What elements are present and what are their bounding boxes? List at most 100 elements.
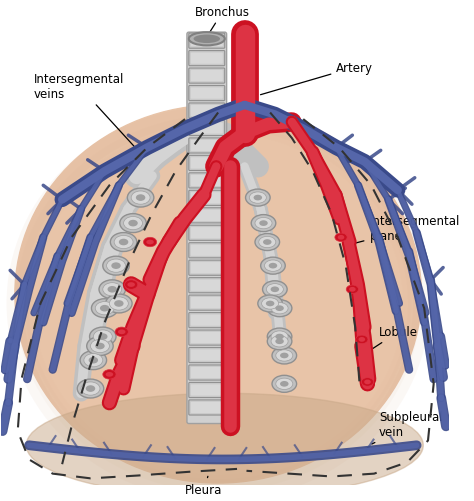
Ellipse shape — [108, 287, 117, 293]
Ellipse shape — [136, 195, 146, 201]
FancyBboxPatch shape — [191, 175, 223, 187]
FancyBboxPatch shape — [187, 33, 227, 424]
Ellipse shape — [259, 237, 276, 248]
FancyBboxPatch shape — [191, 227, 223, 239]
Ellipse shape — [275, 306, 284, 312]
Ellipse shape — [118, 330, 126, 335]
FancyBboxPatch shape — [191, 36, 223, 47]
Ellipse shape — [128, 189, 154, 207]
Ellipse shape — [99, 280, 126, 299]
FancyBboxPatch shape — [189, 139, 225, 154]
Ellipse shape — [266, 301, 274, 307]
FancyBboxPatch shape — [189, 173, 225, 188]
FancyBboxPatch shape — [191, 367, 223, 378]
Ellipse shape — [103, 283, 122, 296]
Ellipse shape — [335, 233, 347, 242]
Text: Lobule: Lobule — [372, 326, 418, 350]
Ellipse shape — [114, 301, 124, 307]
Ellipse shape — [280, 353, 289, 359]
Ellipse shape — [193, 36, 220, 44]
FancyBboxPatch shape — [191, 280, 223, 291]
Ellipse shape — [356, 336, 368, 344]
Ellipse shape — [254, 195, 262, 201]
FancyBboxPatch shape — [191, 106, 223, 117]
FancyBboxPatch shape — [189, 52, 225, 67]
Ellipse shape — [84, 354, 103, 367]
FancyBboxPatch shape — [189, 243, 225, 259]
FancyBboxPatch shape — [191, 88, 223, 100]
Ellipse shape — [146, 240, 154, 245]
Ellipse shape — [249, 192, 266, 204]
Text: Intersegmental
plane: Intersegmental plane — [344, 214, 460, 246]
FancyBboxPatch shape — [189, 104, 225, 119]
Ellipse shape — [103, 257, 129, 276]
Ellipse shape — [276, 378, 293, 390]
Ellipse shape — [263, 239, 272, 245]
Ellipse shape — [128, 283, 135, 288]
Ellipse shape — [115, 328, 128, 337]
Ellipse shape — [246, 190, 270, 207]
Ellipse shape — [131, 191, 150, 205]
Ellipse shape — [87, 337, 113, 356]
Ellipse shape — [77, 379, 104, 398]
Ellipse shape — [271, 331, 288, 343]
Ellipse shape — [272, 347, 297, 364]
Ellipse shape — [276, 350, 293, 361]
Ellipse shape — [90, 328, 116, 346]
FancyBboxPatch shape — [189, 365, 225, 380]
Ellipse shape — [255, 218, 272, 229]
FancyBboxPatch shape — [191, 245, 223, 257]
FancyBboxPatch shape — [191, 385, 223, 396]
FancyBboxPatch shape — [191, 263, 223, 274]
FancyBboxPatch shape — [191, 193, 223, 204]
Ellipse shape — [89, 357, 98, 364]
FancyBboxPatch shape — [189, 330, 225, 346]
Ellipse shape — [81, 382, 100, 395]
Ellipse shape — [251, 215, 276, 232]
Ellipse shape — [98, 334, 108, 340]
Ellipse shape — [189, 33, 225, 46]
Text: Intersegmental
veins: Intersegmental veins — [34, 73, 136, 149]
FancyBboxPatch shape — [189, 278, 225, 293]
Ellipse shape — [26, 393, 423, 497]
Ellipse shape — [106, 372, 113, 377]
Ellipse shape — [100, 305, 109, 312]
Ellipse shape — [86, 385, 95, 392]
Ellipse shape — [144, 238, 157, 247]
Ellipse shape — [124, 217, 143, 230]
Ellipse shape — [107, 260, 126, 273]
FancyBboxPatch shape — [189, 313, 225, 328]
Ellipse shape — [15, 106, 421, 483]
Ellipse shape — [280, 381, 289, 387]
Ellipse shape — [106, 295, 132, 313]
Text: Artery: Artery — [261, 62, 374, 96]
Ellipse shape — [271, 303, 288, 314]
FancyBboxPatch shape — [191, 123, 223, 134]
Ellipse shape — [103, 370, 116, 379]
FancyBboxPatch shape — [189, 86, 225, 101]
Ellipse shape — [364, 380, 371, 385]
Text: Subpleural
vein: Subpleural vein — [372, 411, 442, 444]
Ellipse shape — [119, 239, 128, 246]
Ellipse shape — [361, 378, 374, 386]
Ellipse shape — [255, 234, 280, 251]
FancyBboxPatch shape — [191, 210, 223, 221]
Ellipse shape — [258, 296, 283, 312]
FancyBboxPatch shape — [189, 34, 225, 49]
Ellipse shape — [93, 330, 112, 344]
Ellipse shape — [337, 235, 344, 240]
Ellipse shape — [111, 263, 121, 270]
Ellipse shape — [259, 221, 268, 226]
FancyBboxPatch shape — [189, 156, 225, 171]
Ellipse shape — [262, 298, 279, 310]
Ellipse shape — [95, 343, 105, 350]
FancyBboxPatch shape — [189, 208, 225, 223]
FancyBboxPatch shape — [191, 298, 223, 309]
FancyBboxPatch shape — [189, 261, 225, 276]
Ellipse shape — [128, 220, 138, 227]
FancyBboxPatch shape — [189, 121, 225, 136]
Ellipse shape — [275, 339, 284, 344]
Ellipse shape — [271, 336, 288, 347]
Ellipse shape — [267, 328, 292, 345]
Ellipse shape — [346, 286, 358, 294]
